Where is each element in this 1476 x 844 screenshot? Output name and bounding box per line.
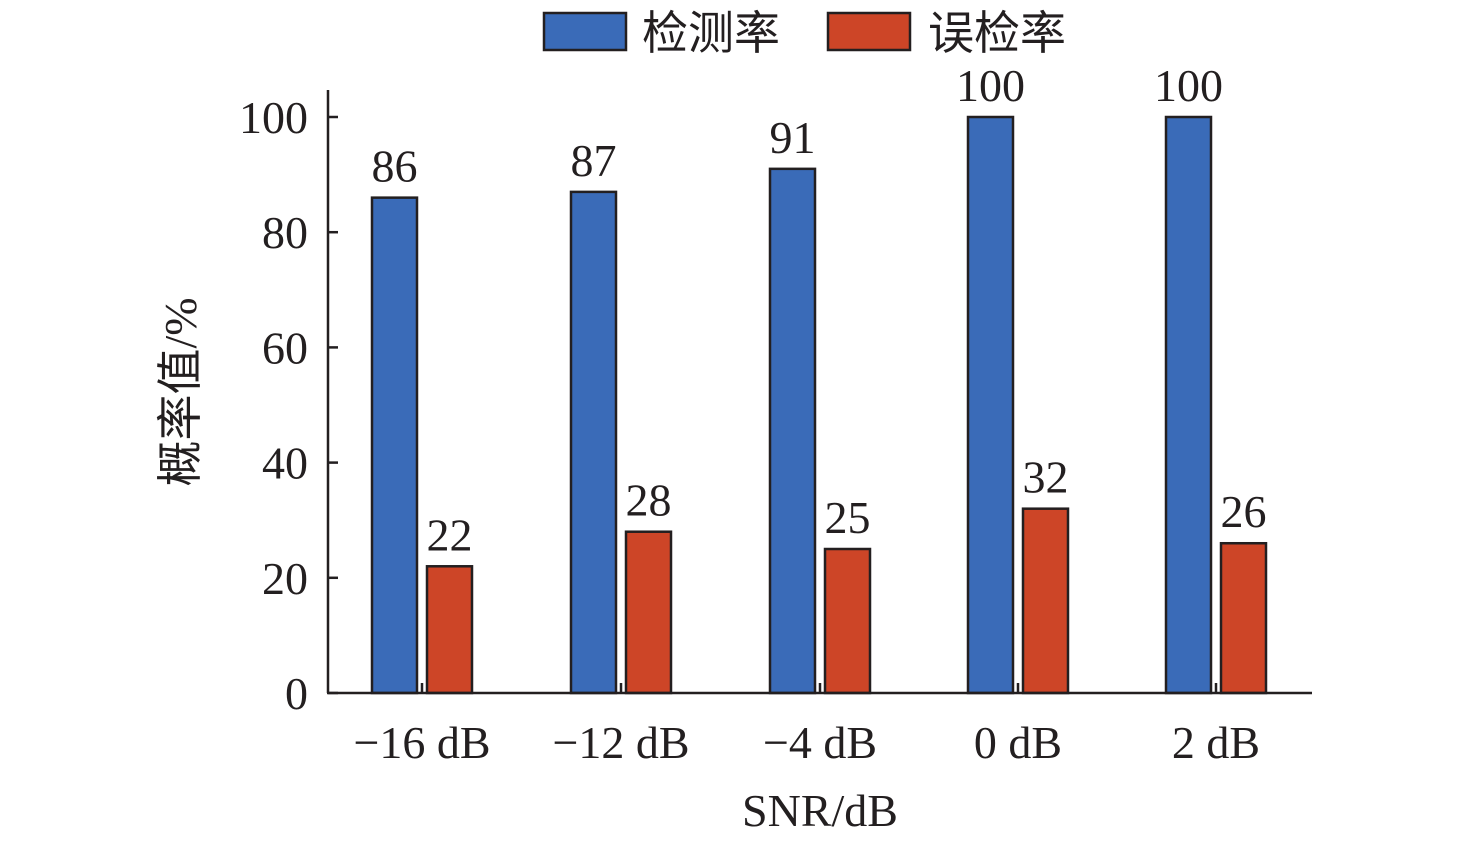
legend: 检测率 误检率 [542, 8, 1066, 59]
data-label-series1-cat3: 32 [1023, 452, 1069, 503]
y-ticks [328, 115, 338, 695]
x-tick-label-0: −16 dB [353, 717, 490, 768]
data-label-series1-cat4: 26 [1221, 486, 1267, 537]
bars-layer [370, 115, 1268, 695]
y-tick-label-40: 40 [262, 438, 308, 489]
data-labels-layer: 86 87 91 100 100 22 28 25 32 26 [372, 60, 1267, 560]
y-tick-label-100: 100 [239, 92, 308, 143]
data-label-series1-cat2: 25 [825, 492, 871, 543]
legend-swatch-detection-rate [542, 11, 628, 52]
data-label-series0-cat1: 87 [571, 135, 617, 186]
y-tick-label-80: 80 [262, 207, 308, 258]
bar-series1-cat4 [1219, 541, 1268, 695]
bar-series0-cat4 [1164, 115, 1213, 695]
bar-series1-cat0 [425, 565, 474, 695]
data-label-series0-cat2: 91 [770, 112, 816, 163]
legend-label-false-detection-rate: 误检率 [928, 8, 1066, 59]
data-label-series1-cat0: 22 [427, 509, 473, 560]
y-tick-label-0: 0 [285, 668, 308, 719]
bar-series1-cat3 [1021, 507, 1070, 695]
bar-series0-cat2 [768, 167, 817, 695]
x-tick-label-4: 2 dB [1172, 717, 1260, 768]
bar-series1-cat1 [624, 530, 673, 695]
legend-swatch-false-detection-rate [826, 11, 912, 52]
x-tick-label-2: −4 dB [763, 717, 877, 768]
y-axis-title: 概率值/% [155, 297, 206, 486]
x-ticks [420, 683, 1218, 693]
legend-label-detection-rate: 检测率 [642, 8, 780, 59]
y-tick-label-20: 20 [262, 553, 308, 604]
bar-series0-cat1 [569, 190, 618, 695]
bar-series0-cat0 [370, 196, 419, 695]
y-tick-label-60: 60 [262, 322, 308, 373]
bar-series0-cat3 [966, 115, 1015, 695]
axes: 0 20 40 60 80 100 −16 dB −12 dB −4 dB 0 dB 2 dB [239, 90, 1312, 768]
x-tick-label-1: −12 dB [552, 717, 689, 768]
data-label-series1-cat1: 28 [626, 475, 672, 526]
data-label-series0-cat4: 100 [1154, 60, 1223, 111]
bar-series1-cat2 [823, 547, 872, 695]
y-tick-labels: 0 20 40 60 80 100 [239, 92, 308, 719]
data-label-series0-cat0: 86 [372, 141, 418, 192]
x-axis-title: SNR/dB [742, 785, 898, 836]
x-tick-label-3: 0 dB [974, 717, 1062, 768]
data-label-series0-cat3: 100 [956, 60, 1025, 111]
x-tick-labels: −16 dB −12 dB −4 dB 0 dB 2 dB [353, 717, 1260, 768]
